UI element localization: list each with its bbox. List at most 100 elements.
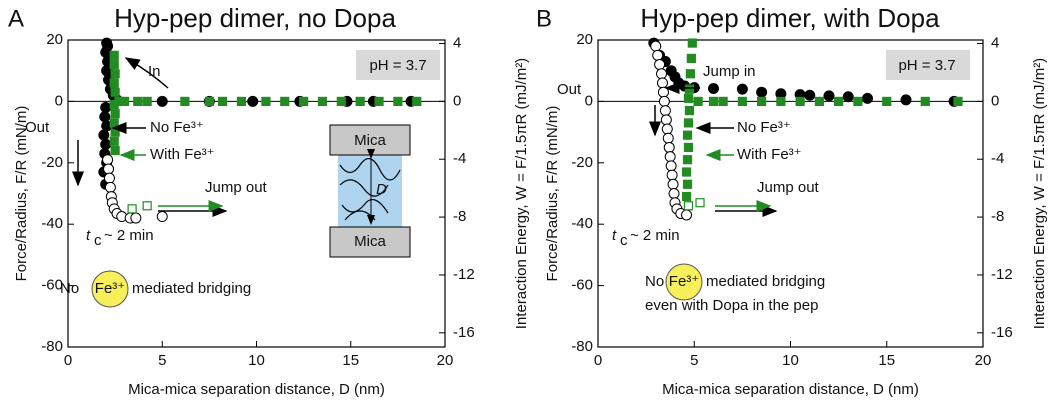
y-tick-label: -60 bbox=[41, 277, 63, 294]
y2-tick-label: -8 bbox=[453, 208, 466, 225]
y2-tick-label: 0 bbox=[991, 92, 999, 109]
point bbox=[681, 191, 692, 202]
x-tick-label: 10 bbox=[248, 352, 265, 369]
y-tick-label: -60 bbox=[571, 277, 593, 294]
point bbox=[109, 50, 119, 60]
chart-title: Hyp-pep dimer, with Dopa bbox=[640, 3, 940, 33]
y-axis-label: Force/Radius, F/R (mN/m) bbox=[13, 106, 30, 282]
point bbox=[682, 130, 693, 140]
point bbox=[412, 96, 422, 107]
point bbox=[756, 86, 768, 98]
point bbox=[683, 93, 694, 103]
point bbox=[862, 92, 873, 104]
annotation: pH = 3.7 bbox=[898, 57, 955, 74]
point bbox=[682, 179, 693, 189]
point bbox=[795, 96, 805, 107]
annotation: c bbox=[94, 232, 102, 249]
annotation: With Fe³⁺ bbox=[150, 146, 215, 163]
point bbox=[757, 96, 767, 107]
point bbox=[336, 96, 346, 107]
point bbox=[110, 127, 120, 137]
point bbox=[280, 96, 290, 107]
y2-axis-label: Interaction Energy, W = F/1.5πR (mJ/m²) bbox=[513, 58, 530, 329]
y-tick-label: -40 bbox=[41, 215, 63, 232]
point bbox=[180, 96, 190, 107]
annotation: Out bbox=[25, 119, 50, 136]
point bbox=[665, 160, 677, 172]
point bbox=[217, 96, 228, 107]
annotation: No bbox=[60, 280, 79, 297]
y2-tick-label: -12 bbox=[453, 266, 475, 283]
annotation: Mica bbox=[354, 132, 386, 149]
point bbox=[656, 77, 668, 89]
point bbox=[842, 91, 854, 103]
point bbox=[667, 178, 679, 190]
point bbox=[708, 83, 719, 95]
x-axis-label: Mica-mica separation distance, D (nm) bbox=[128, 381, 385, 398]
annotation: With Fe³⁺ bbox=[737, 146, 802, 163]
point bbox=[666, 169, 678, 181]
annotation: pH = 3.7 bbox=[369, 57, 426, 74]
point bbox=[853, 96, 863, 107]
point bbox=[317, 96, 328, 107]
point bbox=[687, 38, 697, 48]
point bbox=[652, 49, 664, 61]
point bbox=[683, 118, 694, 128]
point bbox=[109, 136, 119, 146]
point bbox=[109, 78, 119, 88]
point bbox=[393, 96, 403, 107]
y-tick-label: 20 bbox=[576, 31, 593, 48]
point bbox=[109, 59, 119, 70]
point bbox=[204, 96, 214, 107]
point bbox=[156, 95, 168, 107]
point bbox=[110, 69, 120, 79]
point bbox=[684, 84, 695, 94]
x-tick-label: 15 bbox=[878, 352, 895, 369]
panel-label: A bbox=[8, 5, 24, 32]
y2-tick-label: -16 bbox=[991, 324, 1013, 341]
annotation: Jump out bbox=[205, 179, 268, 196]
point bbox=[900, 94, 912, 106]
x-tick-label: 5 bbox=[158, 352, 166, 369]
point bbox=[660, 114, 672, 126]
point bbox=[658, 95, 670, 107]
annotation: ~ 2 min bbox=[630, 227, 680, 244]
ph-box bbox=[886, 50, 970, 80]
point bbox=[103, 163, 115, 175]
annotation: mediated bridging bbox=[706, 273, 825, 290]
point bbox=[100, 138, 112, 150]
point bbox=[109, 118, 119, 128]
x-tick-label: 5 bbox=[690, 352, 698, 369]
point bbox=[98, 129, 110, 141]
point bbox=[110, 87, 120, 97]
fe-highlight bbox=[91, 270, 129, 308]
x-tick-label: 20 bbox=[437, 352, 454, 369]
point bbox=[814, 96, 824, 107]
point bbox=[130, 212, 142, 224]
x-axis-label: Mica-mica separation distance, D (nm) bbox=[662, 381, 919, 398]
point bbox=[110, 145, 120, 156]
point bbox=[684, 106, 695, 116]
point bbox=[659, 105, 671, 117]
point bbox=[662, 132, 674, 144]
y-tick-label: -80 bbox=[41, 338, 63, 355]
x-tick-label: 20 bbox=[975, 352, 992, 369]
point bbox=[693, 96, 703, 107]
point bbox=[110, 109, 120, 119]
mica-bottom bbox=[329, 226, 411, 258]
y2-axis-label: Interaction Energy, W = F/1.5πR (mJ/m²) bbox=[1031, 58, 1048, 329]
point bbox=[953, 96, 963, 107]
point bbox=[654, 59, 666, 71]
point bbox=[299, 96, 309, 107]
point bbox=[685, 69, 696, 79]
arrow bbox=[124, 57, 169, 89]
y2-tick-label: -4 bbox=[991, 150, 1004, 167]
y2-tick-label: -12 bbox=[991, 266, 1013, 283]
y-tick-label: -40 bbox=[571, 215, 593, 232]
y-tick-label: -80 bbox=[571, 338, 593, 355]
point bbox=[668, 188, 680, 199]
point bbox=[718, 96, 728, 107]
point bbox=[374, 96, 384, 107]
point bbox=[681, 209, 693, 221]
